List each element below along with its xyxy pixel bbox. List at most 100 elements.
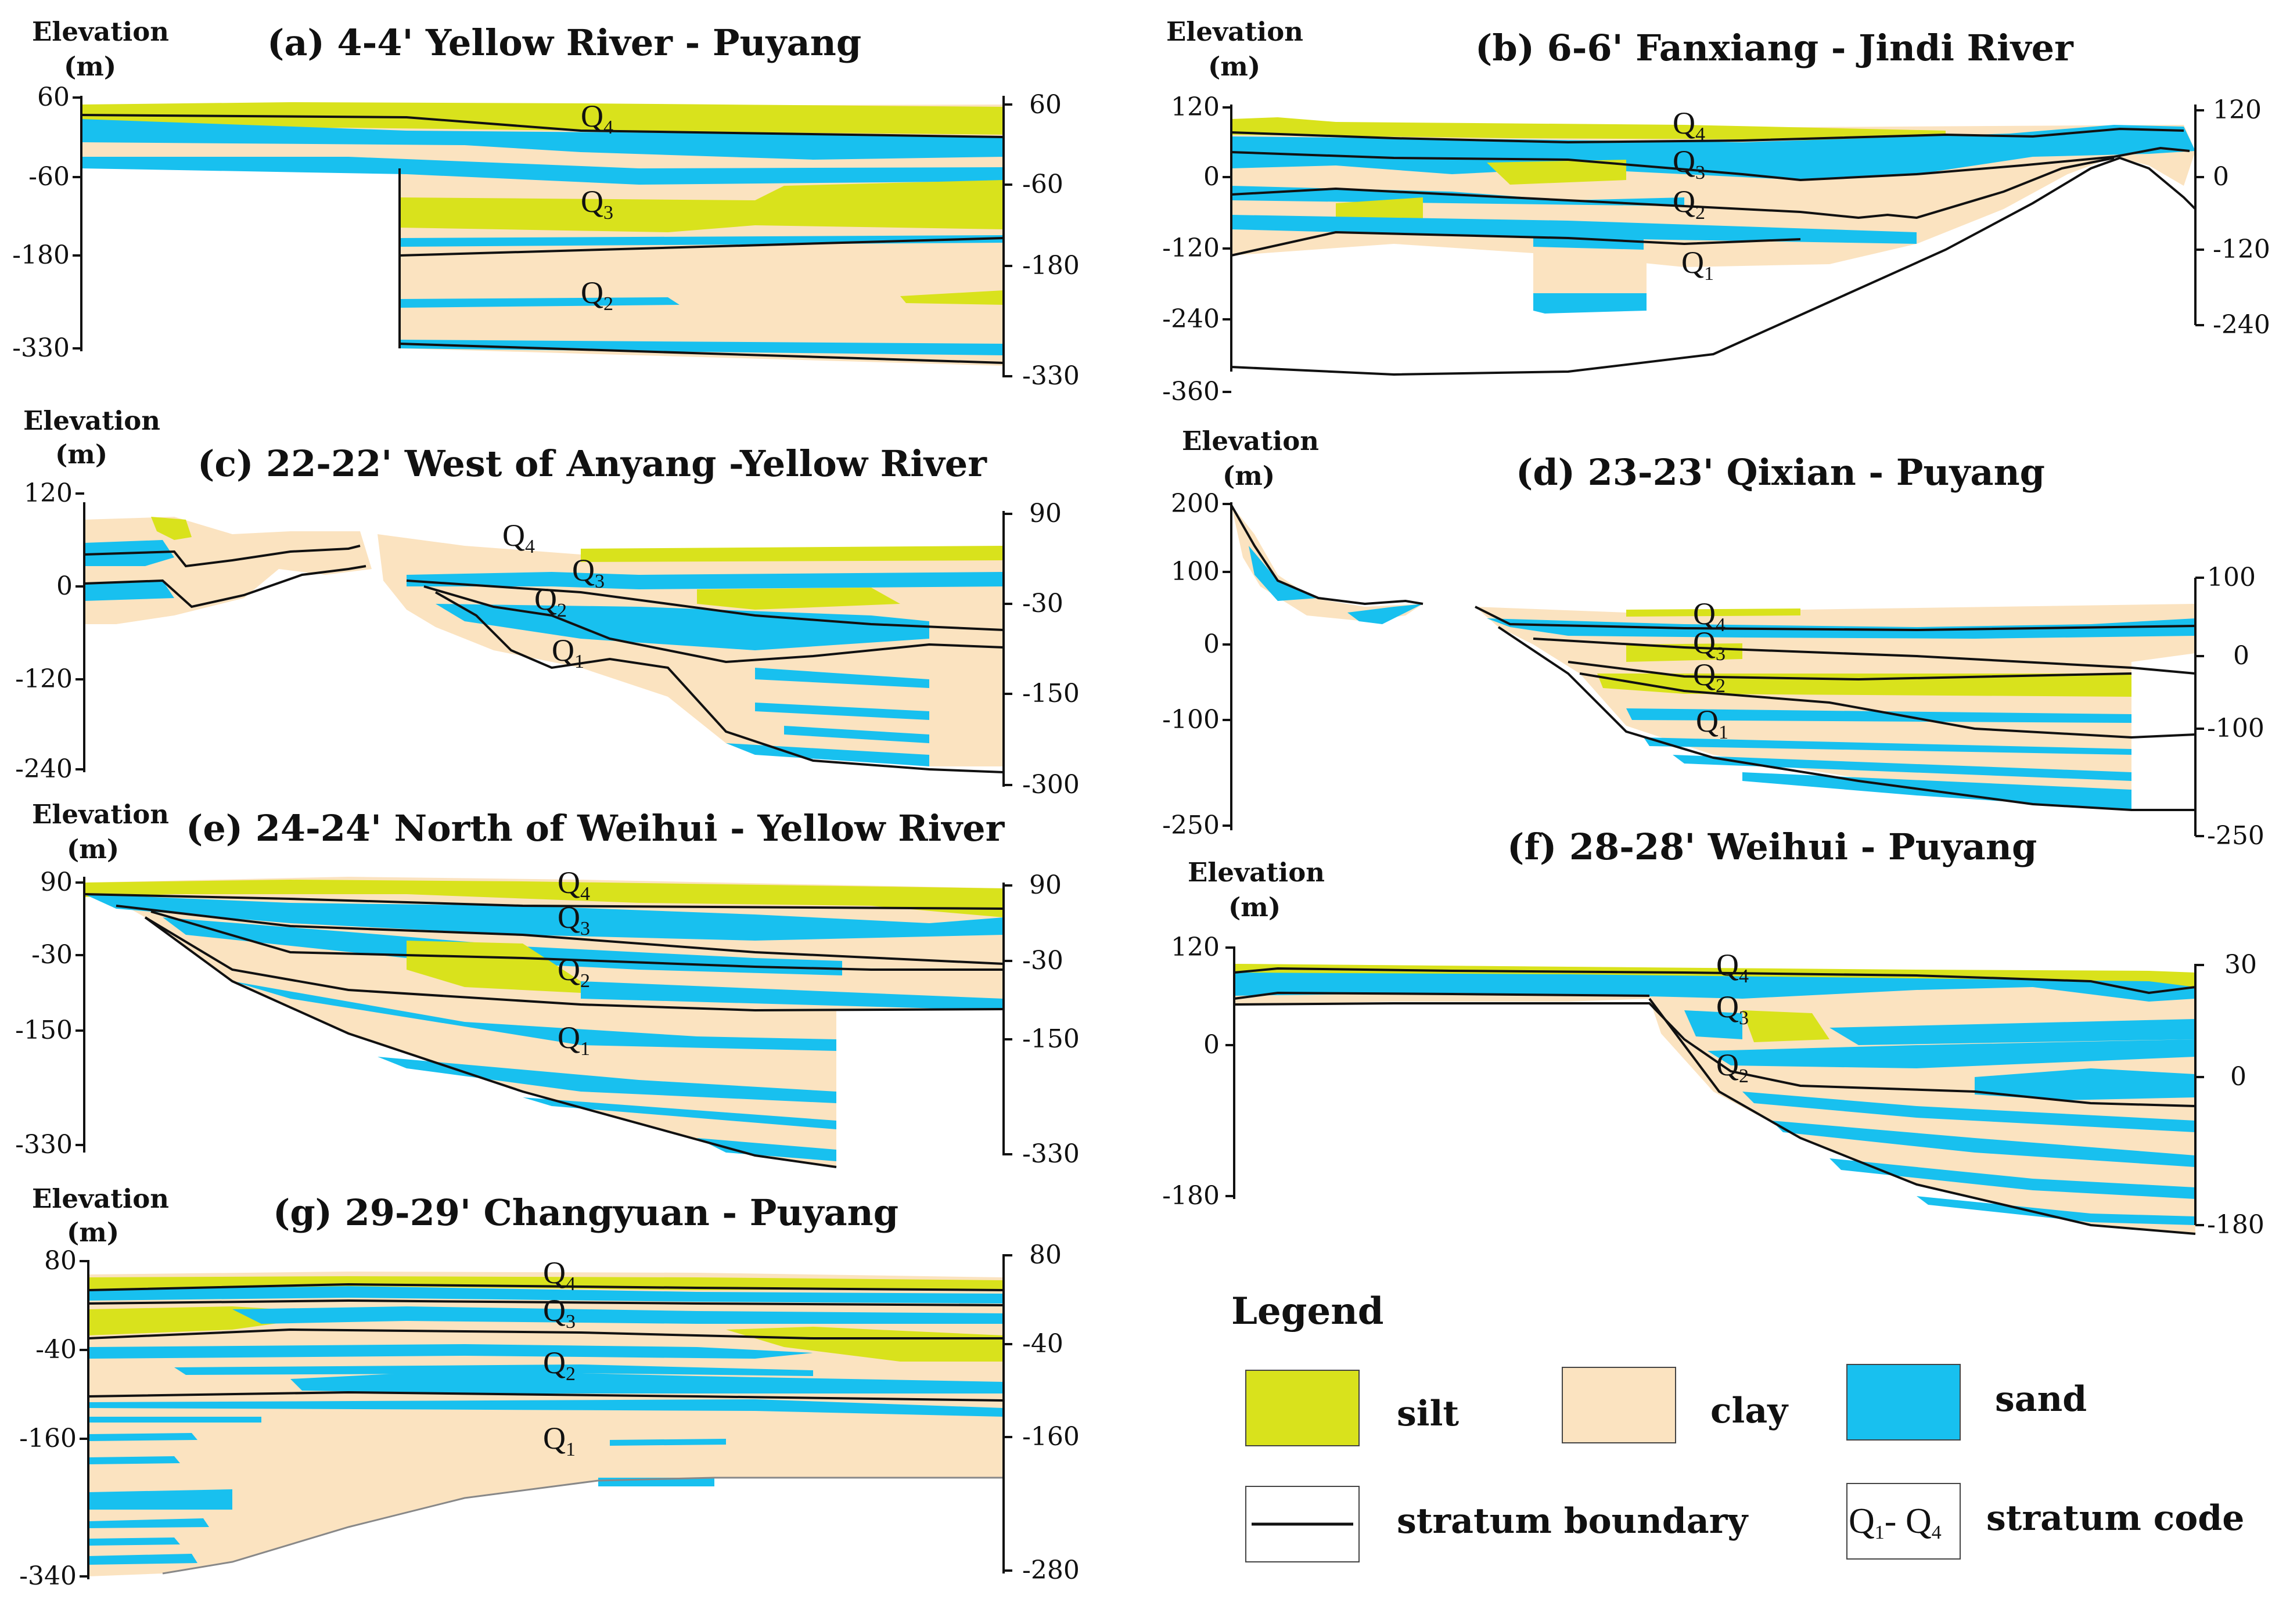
tick-label: -120	[1162, 233, 1220, 263]
tick-label: -30	[1022, 589, 1063, 618]
panel-title: (e) 24-24' North of Weihui - Yellow Rive…	[186, 807, 1005, 849]
stratum-boundary	[1234, 967, 2196, 995]
left-ticks: 60 -60 -180 -330	[12, 82, 81, 363]
sand-layer	[88, 1286, 1004, 1303]
elevation-unit: (m)	[1228, 892, 1281, 923]
tick-label: -180	[1162, 1181, 1220, 1211]
silt-layer	[581, 546, 1004, 562]
sand-layer	[1917, 1196, 2195, 1225]
tick-label: -120	[15, 664, 73, 694]
stratum-boundary	[435, 591, 1004, 773]
stratum-boundary	[1497, 626, 2195, 811]
sand-layer	[88, 1537, 180, 1546]
left-ticks: 90 -30 -150 -330	[15, 867, 84, 1160]
stratum-boundary	[88, 1391, 1004, 1402]
legend-sand-swatch	[1846, 1364, 1961, 1441]
sand-layer	[1533, 293, 1647, 314]
silt-layer	[88, 1276, 1004, 1290]
silt-layer	[84, 880, 1004, 917]
panel-title: (a) 4-4' Yellow River - Puyang	[267, 21, 861, 64]
stratum-boundary	[84, 893, 1004, 910]
legend-boundary-label: stratum boundary	[1397, 1501, 1749, 1542]
left-ticks: 120 0 -120 -240 -360	[1162, 92, 1231, 406]
tick-label: 0	[1203, 162, 1220, 192]
tick-label: -180	[2207, 1210, 2264, 1240]
stratum-boundary	[1648, 998, 2196, 1235]
stratum-boundary	[88, 1283, 1004, 1291]
elevation-label: Elevation	[23, 405, 160, 436]
tick-label: 0	[2213, 162, 2229, 192]
sand-layer	[84, 581, 174, 601]
sand-layer	[88, 1417, 261, 1423]
sand-layer	[88, 1433, 197, 1441]
legend-title: Legend	[1231, 1290, 1383, 1333]
elevation-label: Elevation	[32, 16, 169, 47]
stratum-boundary	[1231, 231, 1801, 257]
sand-layer	[84, 894, 1004, 941]
tick-label: -340	[19, 1561, 77, 1591]
sand-layer	[88, 1489, 232, 1510]
sand-layer	[81, 119, 1004, 160]
left-ticks: 80 -40 -160 -340	[19, 1246, 88, 1591]
legend-silt-label: silt	[1397, 1393, 1459, 1434]
tick-label: -40	[35, 1335, 77, 1364]
silt-layer	[81, 102, 1004, 135]
tick-label: 120	[1171, 92, 1220, 122]
silt-layer	[900, 290, 1004, 305]
stratum-boundary	[1234, 991, 1650, 1000]
elevation-unit: (m)	[55, 439, 107, 470]
tick-label: -60	[1022, 170, 1063, 199]
legend-clay-label: clay	[1710, 1391, 1789, 1431]
sand-layer	[88, 1399, 1004, 1417]
stratum-boundary	[1230, 505, 1424, 606]
sand-layer	[232, 981, 836, 1051]
elevation-label: Elevation	[1182, 426, 1319, 456]
elevation-label: Elevation	[32, 1183, 169, 1214]
stratum-boundary	[88, 1328, 1004, 1339]
silt-layer	[407, 941, 581, 993]
stratum-boundary	[1568, 661, 2132, 681]
tick-label: -100	[2207, 714, 2264, 743]
tick-label: 60	[37, 82, 70, 112]
silt-layer	[1742, 1010, 1829, 1042]
tick-label: -250	[1162, 811, 1220, 840]
tick-label: -180	[12, 240, 70, 270]
stratum-boundary	[1579, 672, 2196, 739]
sand-layer	[400, 235, 1004, 247]
tick-label: 0	[2233, 641, 2249, 671]
stratum-boundary	[81, 114, 1004, 138]
silt-layer	[697, 588, 900, 610]
tick-label: -160	[1022, 1422, 1080, 1452]
tick-label: 200	[1171, 489, 1220, 518]
sand-layer	[1231, 215, 1917, 244]
sand-layer	[755, 703, 929, 720]
sand-layer	[88, 1344, 813, 1359]
tick-label: 120	[1171, 932, 1220, 962]
silt-layer	[400, 180, 1004, 232]
elevation-unit: (m)	[64, 51, 116, 82]
panel-title: (b) 6-6' Fanxiang - Jindi River	[1475, 27, 2074, 69]
stratum-boundary	[399, 343, 1004, 364]
panel-a: Elevation (m) (a) 4-4' Yellow River - Pu…	[12, 16, 1080, 391]
right-ticks: 30 0 -180	[2195, 950, 2264, 1240]
tick-label: 80	[1029, 1240, 1062, 1270]
section-bottom	[162, 1477, 1004, 1575]
stratum-boundary	[144, 916, 837, 1168]
stratum-boundary	[84, 565, 366, 608]
legend-code-sample: Q1- Q4	[1849, 1501, 1942, 1543]
sand-layer	[1673, 755, 2131, 781]
left-ticks: 120 0 -120 -240	[15, 478, 84, 784]
sand-layer	[1533, 232, 1644, 250]
tick-label: -160	[19, 1424, 77, 1453]
elevation-unit: (m)	[67, 1217, 119, 1248]
tick-label: 60	[1029, 90, 1062, 120]
tick-label: 0	[56, 571, 73, 601]
stratum-boundary	[1231, 156, 2197, 376]
left-ticks: 120 0 -180	[1162, 932, 1234, 1211]
tick-label: -100	[1162, 705, 1220, 734]
tick-label: -330	[15, 1130, 73, 1160]
sand-layer	[1829, 1019, 2195, 1045]
stratum-boundary	[423, 585, 1004, 664]
tick-label: -330	[12, 333, 70, 363]
elevation-label: Elevation	[32, 799, 169, 830]
